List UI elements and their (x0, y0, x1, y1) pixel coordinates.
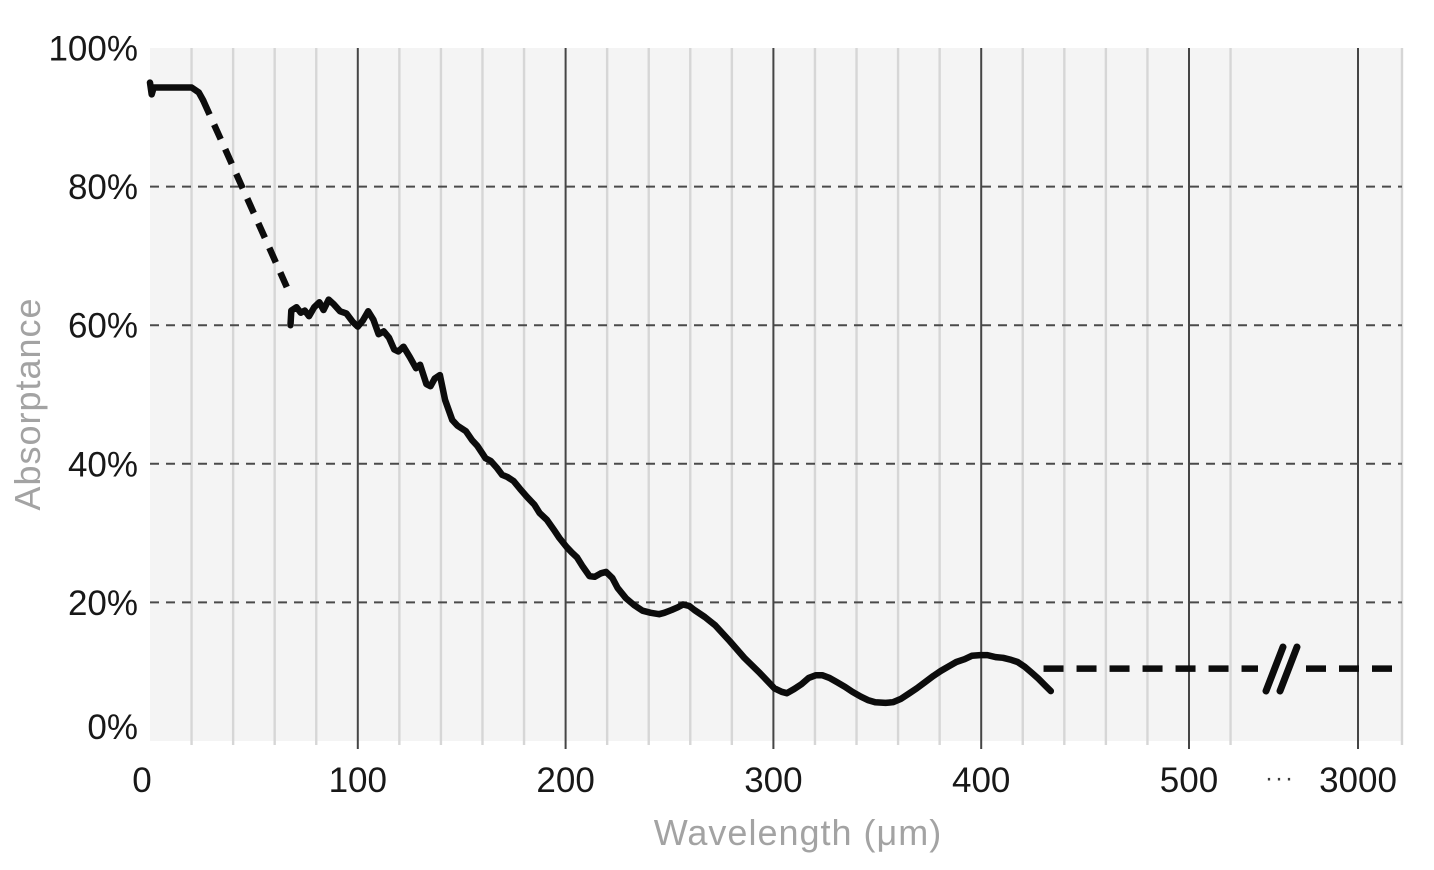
x-axis-title: Wavelength (μm) (653, 812, 943, 853)
y-axis-title: Absorptance (7, 297, 48, 511)
x-tick-label-3000: 3000 (1319, 761, 1397, 800)
y-tick-label-0: 0% (87, 708, 138, 747)
x-tick-label-300: 300 (744, 761, 802, 800)
x-tick-label-400: 400 (952, 761, 1010, 800)
y-tick-label-20: 20% (68, 584, 138, 623)
absorptance-extrapolated-drop-dashed (200, 98, 291, 290)
y-tick-label-40: 40% (68, 445, 138, 484)
absorptance-measured-solid (287, 296, 1055, 707)
x-tick-label-500: 500 (1160, 761, 1218, 800)
x-tick-label-200: 200 (536, 761, 594, 800)
axis-break-marker (1262, 643, 1301, 695)
y-tick-label-80: 80% (68, 168, 138, 207)
x-tick-label-0: 0 (132, 761, 151, 800)
y-tick-label-100: 100% (48, 30, 138, 69)
x-tick-label-100: 100 (329, 761, 387, 800)
axis-break-ellipsis: ··· (1265, 765, 1295, 792)
plot-area (150, 48, 1402, 741)
absorptance-start-solid (146, 79, 207, 104)
y-tick-label-60: 60% (68, 307, 138, 346)
